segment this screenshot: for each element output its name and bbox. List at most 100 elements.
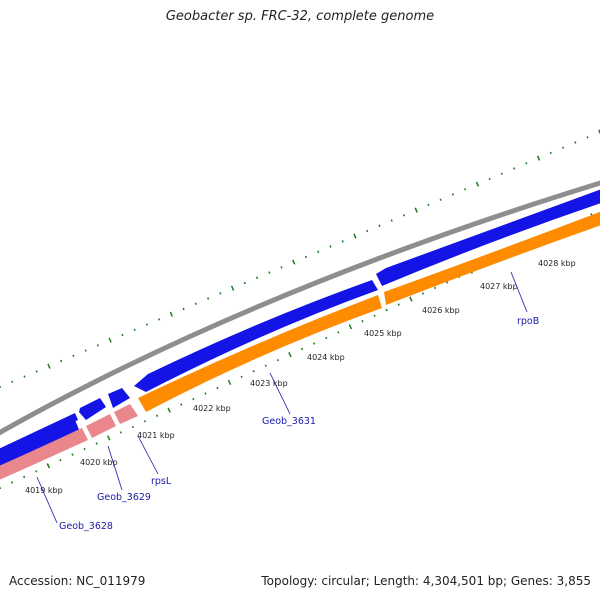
- gc-tick: [131, 425, 134, 429]
- gc-tick: [83, 447, 86, 451]
- gc-tick: [341, 240, 344, 243]
- gc-tick: [182, 307, 185, 311]
- reverse-cds-rpsL-region[interactable]: [138, 295, 382, 412]
- gc-tick: [264, 364, 267, 367]
- map-title: Geobacter sp. FRC-32, complete genome: [165, 9, 435, 24]
- gc-tick: [427, 203, 430, 207]
- gc-tick: [536, 155, 541, 161]
- gc-tick: [574, 141, 577, 144]
- gc-tick: [167, 407, 171, 413]
- gc-tick: [390, 219, 393, 222]
- gc-tick: [586, 136, 589, 139]
- gc-tick: [252, 370, 255, 373]
- gc-tick: [402, 214, 405, 217]
- reverse-cds-rpoB[interactable]: [384, 208, 600, 305]
- kbp-label: 4020 kbp: [80, 458, 118, 467]
- gc-tick: [433, 286, 437, 290]
- forward-cds-a[interactable]: [79, 398, 106, 420]
- pink-feature-2[interactable]: [86, 414, 116, 438]
- gc-tick: [562, 146, 565, 149]
- gc-tick: [549, 151, 552, 155]
- gc-tick: [451, 193, 454, 196]
- accession-text: Accession: NC_011979: [9, 574, 146, 588]
- gc-tick: [525, 162, 528, 165]
- kbp-label: 4022 kbp: [193, 404, 231, 413]
- gc-tick: [255, 276, 259, 279]
- gc-tick: [207, 297, 210, 300]
- gc-tick: [95, 442, 98, 445]
- gc-tick: [23, 475, 26, 479]
- gc-tick: [11, 481, 14, 484]
- leader-line-rpoB: [510, 271, 528, 313]
- kbp-label: 4027 kbp: [480, 282, 518, 291]
- gc-tick: [108, 337, 112, 343]
- pink-feature-1[interactable]: [0, 428, 88, 484]
- gc-tick: [361, 320, 364, 323]
- gc-tick: [378, 224, 381, 227]
- gc-tick: [143, 420, 147, 423]
- gc-tick: [348, 324, 353, 330]
- kbp-label: 4025 kbp: [364, 329, 402, 338]
- gc-tick: [464, 188, 467, 191]
- gc-tick: [276, 358, 279, 362]
- forward-cds-long-1[interactable]: [134, 280, 378, 392]
- gc-tick-ring-outer: [0, 129, 600, 389]
- gc-tick: [219, 292, 222, 295]
- gc-tick: [84, 349, 87, 352]
- pink-feature-3[interactable]: [114, 404, 138, 424]
- gc-tick: [292, 259, 296, 265]
- gc-tick: [133, 328, 136, 331]
- gc-tick: [325, 336, 328, 340]
- gc-tick: [288, 351, 292, 358]
- gc-tick: [488, 177, 491, 181]
- gc-tick: [194, 302, 197, 305]
- gc-tick: [366, 229, 369, 233]
- gc-tick: [204, 392, 207, 395]
- gc-tick: [35, 370, 38, 373]
- gc-tick: [373, 314, 376, 317]
- kbp-label: 4026 kbp: [422, 306, 460, 315]
- gc-tick: [385, 308, 388, 312]
- gc-tick: [11, 380, 14, 384]
- gc-tick: [409, 296, 413, 302]
- gc-tick: [304, 255, 308, 259]
- gc-tick: [439, 198, 442, 201]
- gc-tick: [240, 375, 243, 379]
- gc-tick: [230, 285, 235, 291]
- kbp-label: 4021 kbp: [137, 431, 175, 440]
- forward-cds-b[interactable]: [108, 388, 130, 408]
- gc-tick: [119, 431, 122, 434]
- gc-tick: [23, 375, 26, 378]
- gc-tick: [353, 233, 357, 239]
- gc-tick: [145, 323, 148, 326]
- gc-tick: [421, 292, 424, 295]
- kbp-label: 4023 kbp: [250, 379, 288, 388]
- gc-tick: [414, 207, 418, 213]
- leader-line-geob-3629: [107, 445, 123, 491]
- gene-label-rpsL[interactable]: rpsL: [151, 476, 172, 487]
- gc-tick: [500, 172, 503, 175]
- gc-tick: [96, 344, 99, 347]
- gc-tick: [192, 397, 195, 401]
- gc-tick: [121, 333, 124, 337]
- gc-tick: [156, 414, 159, 417]
- gene-label-geob-3628[interactable]: Geob_3628: [59, 521, 113, 532]
- kbp-label: 4028 kbp: [538, 259, 576, 268]
- gc-tick: [216, 386, 219, 390]
- gc-tick: [446, 281, 449, 284]
- forward-cds-long-2[interactable]: [376, 186, 600, 286]
- leader-line-rpsL: [137, 435, 159, 475]
- kbp-label: 4019 kbp: [25, 486, 63, 495]
- gc-tick: [169, 311, 173, 317]
- forward-cds-geob-3628[interactable]: [0, 420, 80, 472]
- gc-tick: [397, 303, 400, 306]
- gc-tick: [268, 271, 271, 274]
- gc-tick: [317, 250, 320, 253]
- kbp-label: 4024 kbp: [307, 353, 345, 362]
- gene-label-geob-3631[interactable]: Geob_3631: [262, 416, 316, 427]
- gc-tick: [313, 342, 316, 345]
- gene-label-geob-3629[interactable]: Geob_3629: [97, 492, 151, 503]
- gc-tick: [301, 347, 304, 351]
- gene-label-rpoB[interactable]: rpoB: [517, 316, 539, 327]
